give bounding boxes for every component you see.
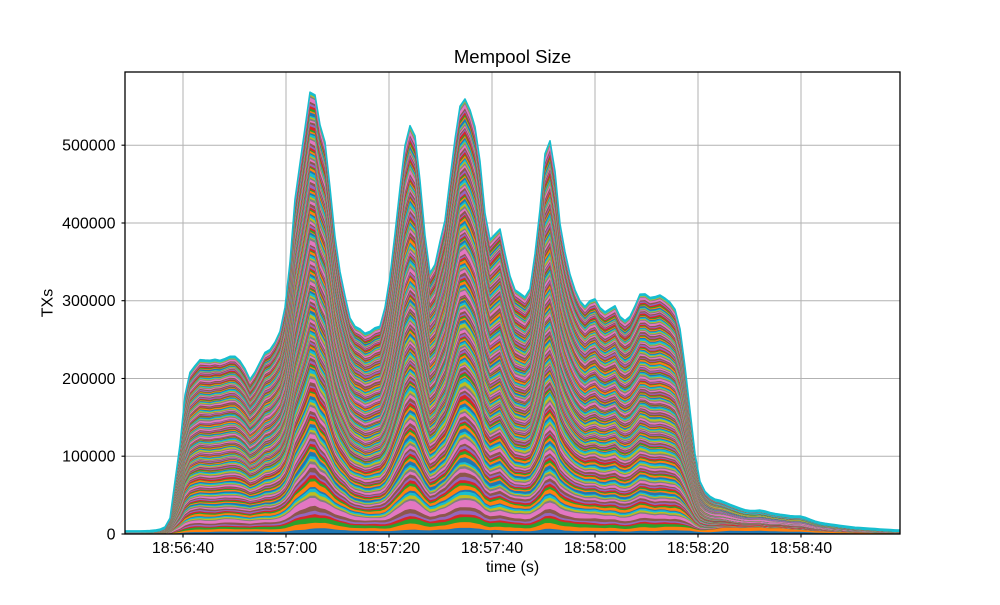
svg-text:18:58:20: 18:58:20 [667, 540, 729, 557]
svg-text:100000: 100000 [62, 449, 115, 466]
svg-text:0: 0 [107, 527, 116, 544]
svg-text:500000: 500000 [62, 138, 115, 155]
svg-text:time (s): time (s) [486, 559, 539, 576]
svg-text:18:56:40: 18:56:40 [152, 540, 214, 557]
svg-text:400000: 400000 [62, 216, 115, 233]
svg-text:18:57:40: 18:57:40 [461, 540, 523, 557]
svg-text:18:57:20: 18:57:20 [358, 540, 420, 557]
svg-text:200000: 200000 [62, 371, 115, 388]
svg-text:TXs: TXs [40, 289, 57, 317]
svg-text:300000: 300000 [62, 293, 115, 310]
svg-text:18:58:00: 18:58:00 [564, 540, 626, 557]
svg-text:18:58:40: 18:58:40 [770, 540, 832, 557]
svg-text:18:57:00: 18:57:00 [255, 540, 317, 557]
svg-text:Mempool Size: Mempool Size [454, 46, 571, 67]
